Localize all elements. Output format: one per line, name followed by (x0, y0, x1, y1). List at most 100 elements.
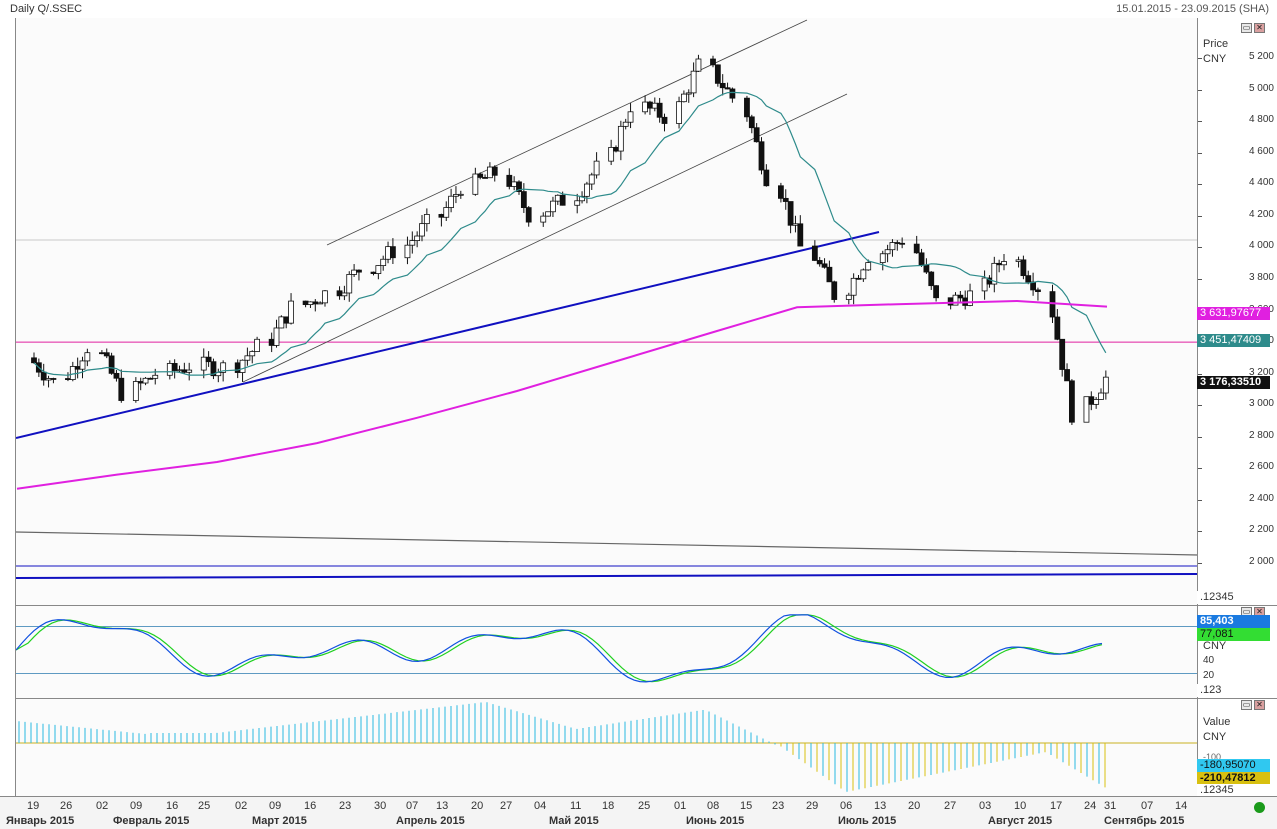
candle-body (132, 381, 139, 401)
candle-body (928, 271, 935, 287)
day-tick-label: 16 (166, 800, 179, 812)
price-tick-label: 2 200 (1248, 524, 1274, 536)
day-tick-label: 16 (304, 800, 317, 812)
candle-body (744, 97, 750, 118)
candle-body (617, 125, 624, 152)
candle-body (176, 369, 183, 372)
candle-body (913, 243, 920, 254)
candle-body (1064, 369, 1070, 382)
candle-body (889, 242, 896, 251)
restore-icon[interactable]: ▭ (1241, 700, 1252, 710)
price-tick-label: 2 000 (1248, 556, 1274, 567)
macd-pane-controls: ▭ ✕ (1241, 700, 1265, 710)
price-tick-label: 3 200 (1248, 366, 1274, 378)
candle-body (186, 369, 193, 373)
price-tick-mark (1198, 499, 1202, 501)
stoch-tick-20: 20 (1203, 670, 1215, 681)
candle-body (540, 215, 547, 223)
day-tick-label: 11 (570, 800, 582, 812)
candle-body (753, 127, 760, 143)
candle-body (99, 352, 105, 355)
close-icon[interactable]: ✕ (1254, 700, 1265, 710)
candle-body (782, 197, 789, 202)
candle-body (152, 374, 159, 379)
candle-body (797, 223, 804, 247)
price-tick-mark (1198, 121, 1202, 123)
candle-body (719, 82, 726, 89)
candle-body (108, 355, 115, 374)
candle-body (763, 169, 770, 187)
price-tick-label: 3 800 (1248, 271, 1274, 283)
candle-body (559, 194, 566, 206)
candle-body (651, 102, 658, 109)
candle-body (1001, 261, 1007, 266)
candle-body (991, 262, 998, 285)
day-tick-label: 07 (406, 800, 419, 812)
day-tick-label: 13 (874, 800, 887, 812)
price-tick-mark (1198, 58, 1202, 59)
candle-body (758, 141, 765, 171)
candle-body (647, 101, 653, 109)
candle-body (166, 363, 173, 376)
candle-body (200, 356, 207, 371)
candle-body (389, 246, 396, 259)
day-tick-label: 07 (1141, 800, 1154, 812)
stoch-k-tag: 85,403 (1197, 615, 1270, 628)
day-tick-label: 30 (374, 800, 387, 812)
day-tick-label: 02 (96, 800, 109, 812)
candle-body (714, 64, 721, 84)
day-tick-label: 23 (339, 800, 352, 812)
candle-body (516, 181, 522, 192)
candle-body (831, 281, 838, 300)
stoch-k-line (15, 614, 1103, 683)
candle-body (811, 245, 818, 261)
day-tick-label: 09 (130, 800, 143, 812)
sma-short-line (33, 91, 1107, 376)
stoch-d-tag: 77,081 (1197, 628, 1270, 641)
macd-b-tag: -210,47812 (1197, 772, 1270, 785)
month-tick-label: Февраль 2015 (113, 815, 190, 827)
candle-body (414, 235, 421, 241)
price-tick-mark (1198, 215, 1202, 217)
month-tick-label: Сентябрь 2015 (1104, 815, 1185, 827)
candle-body (584, 183, 590, 197)
stochastic-pane[interactable] (15, 605, 1198, 699)
candle-body (918, 252, 925, 266)
macd-pane[interactable] (15, 698, 1198, 797)
candle-body (821, 263, 828, 268)
candle-body (1059, 338, 1066, 370)
price-tick-mark (1198, 184, 1202, 186)
candle-body (710, 58, 716, 66)
candle-body (608, 146, 615, 162)
month-tick-label: Июнь 2015 (686, 815, 745, 827)
candle-body (457, 193, 464, 196)
candle-body (1093, 399, 1100, 405)
candle-body (336, 290, 343, 297)
candle-body (244, 355, 251, 361)
channel-upper-line (326, 19, 808, 246)
candle-body (370, 271, 377, 274)
candle-body (205, 356, 212, 363)
candle-body (574, 200, 581, 206)
day-tick-label: 25 (638, 800, 651, 812)
day-tick-label: 14 (1175, 800, 1188, 812)
price-tick-mark (1198, 405, 1202, 407)
price-axis-label: Price (1203, 38, 1229, 50)
day-tick-label: 19 (27, 800, 40, 812)
time-axis[interactable]: 19 26 02 09 16 25 02 09 16 23 30 07 13 20 27 04 11 18 25 01… (0, 796, 1277, 829)
candle-body (1054, 316, 1061, 340)
candle-body (113, 372, 120, 379)
price-pane[interactable] (15, 18, 1199, 605)
candle-body (1025, 275, 1032, 283)
price-tick-label: 4 000 (1248, 240, 1274, 252)
restore-icon[interactable]: ▭ (1241, 23, 1252, 33)
candle-body (380, 258, 387, 267)
day-tick-label: 03 (979, 800, 992, 812)
candle-body (695, 58, 702, 72)
candle-body (273, 327, 280, 346)
close-icon[interactable]: ✕ (1254, 23, 1265, 33)
stoch-d-line (15, 614, 1103, 683)
candle-body (317, 302, 324, 305)
day-tick-label: 01 (674, 800, 687, 812)
candle-body (65, 378, 71, 380)
